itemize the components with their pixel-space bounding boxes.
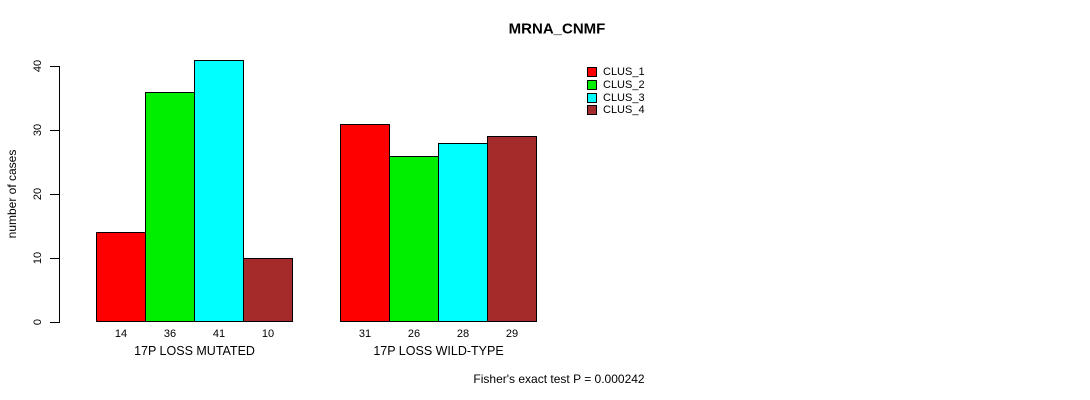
bar-value-label: 28 xyxy=(456,328,470,340)
bar-value-label: 31 xyxy=(358,328,372,340)
y-axis-tick xyxy=(50,130,59,131)
legend-item: CLUS_4 xyxy=(587,104,645,117)
bar-clus-4-group2 xyxy=(487,136,537,322)
bar-clus-2-group1 xyxy=(145,92,195,322)
bar-clus-2-group2 xyxy=(389,156,439,322)
y-axis-tick xyxy=(50,194,59,195)
bar-clus-1-group1 xyxy=(96,232,146,322)
legend-swatch-clus-3 xyxy=(587,92,597,103)
bar-clus-3-group1 xyxy=(194,60,244,322)
y-axis-tick-label: 30 xyxy=(32,123,44,137)
bar-value-label: 26 xyxy=(407,328,421,340)
bar-clus-1-group2 xyxy=(340,124,390,322)
bar-clus-4-group1 xyxy=(243,258,293,322)
legend-swatch-clus-2 xyxy=(587,80,597,91)
x-group-label: 17P LOSS MUTATED xyxy=(134,344,255,358)
chart-title: MRNA_CNMF xyxy=(508,20,606,38)
y-axis-tick xyxy=(50,322,59,323)
bar-value-label: 14 xyxy=(114,328,128,340)
legend-label: CLUS_3 xyxy=(603,91,645,104)
bar-value-label: 36 xyxy=(163,328,177,340)
legend-swatch-clus-1 xyxy=(587,67,597,78)
legend-label: CLUS_1 xyxy=(603,66,645,79)
legend: CLUS_1 CLUS_2 CLUS_3 CLUS_4 xyxy=(587,66,645,117)
y-axis-tick-label: 20 xyxy=(32,187,44,201)
bar-clus-3-group2 xyxy=(438,143,488,322)
legend-item: CLUS_3 xyxy=(587,91,645,104)
bar-value-label: 10 xyxy=(261,328,275,340)
y-axis-tick xyxy=(50,66,59,67)
legend-swatch-clus-4 xyxy=(587,105,597,116)
y-axis-title: number of cases xyxy=(5,149,19,239)
legend-label: CLUS_4 xyxy=(603,104,645,117)
bar-value-label: 29 xyxy=(505,328,519,340)
y-axis-tick xyxy=(50,258,59,259)
bar-value-label: 41 xyxy=(212,328,226,340)
x-group-label: 17P LOSS WILD-TYPE xyxy=(373,344,504,358)
legend-label: CLUS_2 xyxy=(603,79,645,92)
legend-item: CLUS_1 xyxy=(587,66,645,79)
y-axis-tick-label: 40 xyxy=(32,59,44,73)
y-axis-line xyxy=(59,66,60,323)
legend-item: CLUS_2 xyxy=(587,79,645,92)
y-axis-tick-label: 10 xyxy=(32,251,44,265)
fisher-test-annotation: Fisher's exact test P = 0.000242 xyxy=(473,372,645,386)
y-axis-tick-label: 0 xyxy=(32,318,44,326)
